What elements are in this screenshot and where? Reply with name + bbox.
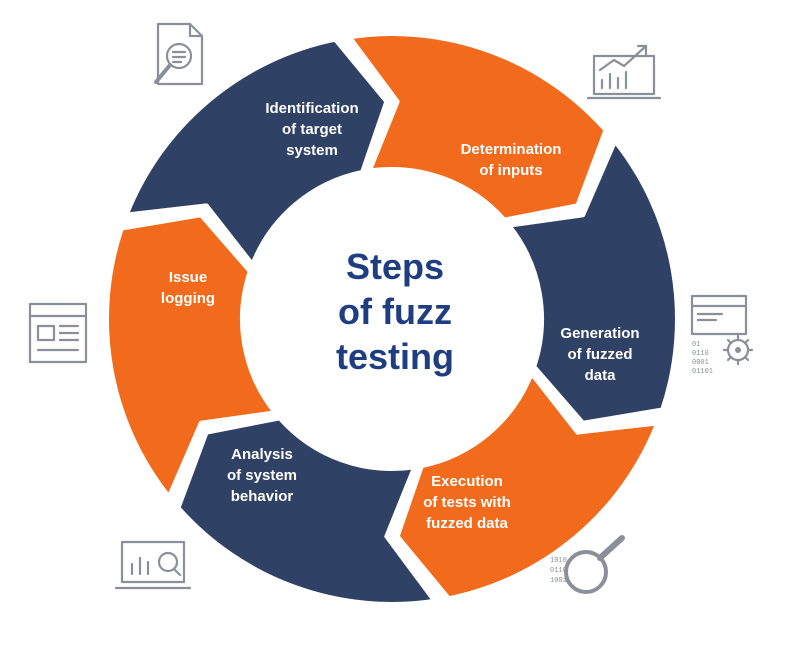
document-search-icon bbox=[154, 22, 204, 86]
step-5-line-2: of system bbox=[227, 467, 297, 484]
center-title-line-2: of fuzz bbox=[338, 291, 452, 332]
step-2-line-2: of inputs bbox=[479, 162, 542, 179]
binary-line-4: 01101 bbox=[692, 368, 713, 376]
step-5-line-3: behavior bbox=[231, 488, 294, 505]
step-4-line-1: Execution bbox=[431, 473, 503, 490]
step-4-line-2: of tests with bbox=[423, 494, 511, 511]
center-circle bbox=[242, 169, 542, 469]
step-label-generation: Generation of fuzzed data bbox=[560, 325, 639, 384]
step-label-issue-logging: Issue logging bbox=[161, 269, 215, 307]
settings-binary-icon: 01 0110 0001 01101 bbox=[690, 294, 754, 376]
step-6-line-2: logging bbox=[161, 290, 215, 307]
step-1-line-1: Identification bbox=[265, 100, 358, 117]
binary-line-2: 0110 bbox=[692, 350, 709, 358]
binary-line-1: 01 bbox=[692, 341, 700, 349]
step-6-line-1: Issue bbox=[169, 269, 207, 286]
step-label-identification: Identification of target system bbox=[265, 100, 358, 159]
search-binary-3: 1001 bbox=[550, 577, 567, 585]
step-5-line-1: Analysis bbox=[231, 446, 293, 463]
step-2-line-1: Determination bbox=[461, 141, 562, 158]
chart-monitor-icon bbox=[586, 44, 662, 100]
log-document-icon bbox=[28, 302, 88, 364]
step-label-execution: Execution of tests with fuzzed data bbox=[423, 473, 511, 532]
search-binary-2: 0110 bbox=[550, 567, 567, 575]
binary-search-icon: 1010 0110 1001 bbox=[550, 535, 625, 594]
center-title-line-1: Steps bbox=[346, 246, 444, 287]
analytics-monitor-icon bbox=[114, 540, 192, 590]
step-3-line-1: Generation bbox=[560, 325, 639, 342]
step-3-line-3: data bbox=[585, 367, 617, 384]
step-label-analysis: Analysis of system behavior bbox=[227, 446, 297, 505]
step-label-determination: Determination of inputs bbox=[461, 141, 562, 179]
binary-line-3: 0001 bbox=[692, 359, 709, 367]
step-4-line-3: fuzzed data bbox=[426, 515, 508, 532]
center-title-line-3: testing bbox=[336, 336, 454, 377]
step-1-line-3: system bbox=[286, 142, 338, 159]
step-1-line-2: of target bbox=[282, 121, 342, 138]
search-binary-1: 1010 bbox=[550, 557, 567, 565]
step-3-line-2: of fuzzed bbox=[568, 346, 633, 363]
